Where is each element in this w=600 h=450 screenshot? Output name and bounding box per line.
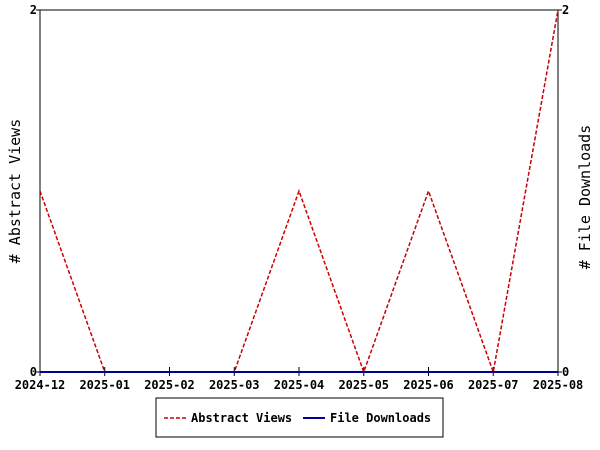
y2-axis: 02: [558, 3, 569, 379]
legend-box: [155, 397, 444, 438]
series-layer: [39, 9, 559, 375]
x-tick-label: 2025-03: [209, 378, 260, 392]
y-tick-label: 0: [30, 365, 37, 379]
legend: Abstract Views File Downloads: [155, 397, 444, 438]
x-tick-label: 2025-06: [403, 378, 454, 392]
y-tick-label: 2: [30, 3, 37, 17]
x-tick-label: 2025-04: [274, 378, 325, 392]
x-tick-label: 2025-08: [533, 378, 584, 392]
y2-tick-label: 2: [562, 3, 569, 17]
x-tick-label: 2025-07: [468, 378, 519, 392]
x-tick-label: 2024-12: [15, 378, 66, 392]
y-axis: 02: [30, 3, 40, 379]
y-axis-title: # Abstract Views: [6, 119, 24, 264]
x-tick-label: 2025-05: [338, 378, 389, 392]
y2-axis-title: # File Downloads: [576, 125, 594, 270]
x-axis: 2024-12 2025-01 2025-02 2025-03 2025-04 2025-…: [15, 367, 584, 392]
series-line-abstract-views: [39, 9, 559, 375]
x-tick-label: 2025-01: [79, 378, 130, 392]
legend-label-abstract-views: Abstract Views: [191, 411, 292, 425]
y2-tick-label: 0: [562, 365, 569, 379]
legend-label-file-downloads: File Downloads: [330, 411, 431, 425]
x-tick-label: 2025-02: [144, 378, 195, 392]
